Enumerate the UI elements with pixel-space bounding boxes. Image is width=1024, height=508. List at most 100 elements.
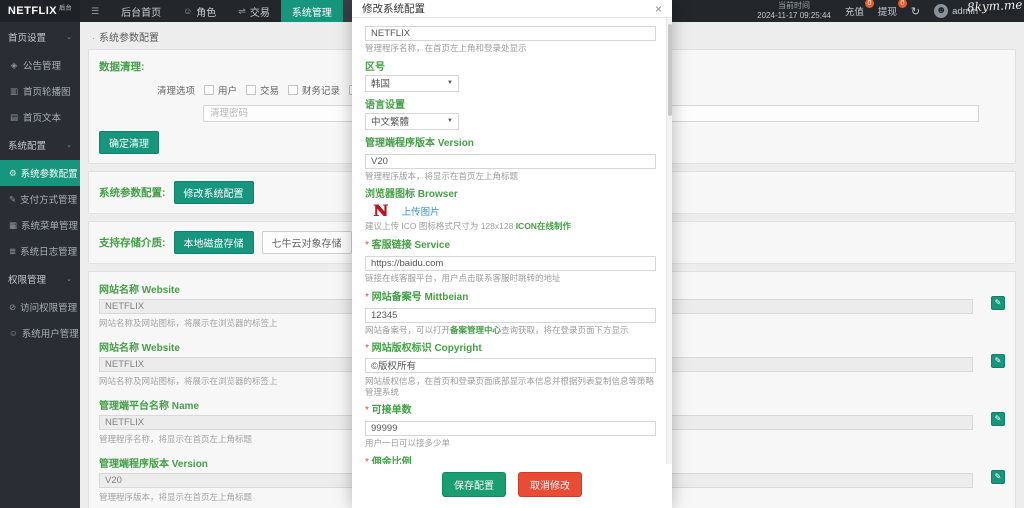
nav-item-roles[interactable]: ☺ 角色 [172,0,227,22]
item-label: 系统用户管理 [21,329,79,340]
edit-icon[interactable]: ✎ [991,412,1005,426]
confirm-cleanup-button[interactable]: 确定清理 [99,131,159,154]
sidebar-item-system-users[interactable]: ☺ 系统用户管理 [0,320,80,346]
breadcrumb: · 系统参数配置 [80,22,1024,49]
field-label: 管理端程序版本 Version [365,137,474,149]
user-menu[interactable]: ☻ admin [934,4,978,18]
beian-input[interactable] [365,307,656,323]
setting-help: 网站名称及网站图标，将展示在浏览器的标签上 [99,376,278,386]
selected-value: 韩国 [371,79,391,91]
checkbox-label: 交易 [260,86,280,97]
edit-icon[interactable]: ✎ [991,354,1005,368]
netflix-favicon-image: N [373,201,388,221]
checkbox-label: 财务记录 [302,86,341,97]
time-value: 2024-11-17 09:25:44 [757,11,831,20]
checkbox-icon[interactable] [246,85,257,95]
recharge-label: 充值 [844,7,864,18]
field-browser-icon: 浏览器图标 Browser N 上传图片 建议上传 ICO 图标格式尺寸为 12… [365,185,656,232]
chevron-down-icon: ⌄ [66,142,72,149]
modal-actions: 保存配置 取消修改 [352,464,672,508]
modal-scrollbar[interactable] [666,18,672,464]
help-text: 网站备案号，可以打开 [365,324,451,335]
setting-label: 网站名称 Website [99,343,180,354]
item-label: 首页文本 [23,113,62,124]
sidebar-item-home-carousel[interactable]: ▥ 首页轮播图 [0,78,80,104]
area-code-select[interactable]: 韩国 ▼ [365,74,459,92]
checkbox-finance-records[interactable]: 财务记录 [288,83,340,97]
checkbox-icon[interactable] [288,85,299,95]
time-display: 当前时间 2024-11-17 09:25:44 [757,1,831,21]
close-icon[interactable]: × [654,1,662,16]
sidebar-item-system-params[interactable]: ⚙ 系统参数配置 [0,160,80,186]
sidebar-item-access-permissions[interactable]: ⊘ 访问权限管理 [0,294,80,320]
edit-icon[interactable]: ✎ [991,470,1005,484]
modal-body: 管理程序名称，在首页左上角和登录处显示 区号 韩国 ▼ 语言设置 中文繁體 ▼ 管理… [352,18,672,464]
sidebar: 首页设置 ⌄ ◈ 公告管理 ▥ 首页轮播图 ▤ 首页文本 系统配置 ⌄ ⚙ 系统参数配置 ✎… [0,22,80,508]
user-icon: ☺ [9,328,18,338]
pencil-icon: ✎ [9,193,17,204]
sidebar-group-permissions[interactable]: 权限管理 ⌄ [0,264,80,294]
sidebar-item-home-text[interactable]: ▤ 首页文本 [0,104,80,130]
carousel-icon: ▥ [9,85,19,96]
avatar: ☻ [934,4,949,18]
version-input[interactable] [365,153,656,169]
item-label: 公告管理 [23,61,62,72]
recharge-badge: 0 [864,0,874,8]
sidebar-item-system-logs[interactable]: ≣ 系统日志管理 [0,238,80,264]
scrollbar-thumb[interactable] [668,24,672,116]
copyright-input[interactable] [365,357,656,373]
nav-item-transactions[interactable]: ⇌ 交易 [227,0,281,22]
save-button[interactable]: 保存配置 [442,472,506,497]
nav-label: 系统管理 [291,7,332,19]
checkbox-icon[interactable] [204,85,215,95]
checkbox-transactions[interactable]: 交易 [246,83,279,97]
field-label: 区号 [365,61,385,73]
app-logo: NETFLIX 后台 [0,0,80,22]
upload-image-link[interactable]: 上传图片 [401,207,440,219]
refresh-icon[interactable]: ↻ [910,5,921,18]
storage-option-local[interactable]: 本地磁盘存储 [173,231,254,254]
site-name-input[interactable] [365,26,656,41]
modify-config-button[interactable]: 修改系统配置 [173,181,254,204]
withdraw-button[interactable]: 提现 0 [878,0,907,18]
setting-label: 管理端平台名称 Name [99,401,200,412]
edit-icon[interactable]: ✎ [991,296,1005,310]
nav-item-system-management[interactable]: 系统管理 [280,0,343,22]
field-help: 管理程序版本，将显示在首页左上角标题 [365,170,519,181]
sidebar-group-home-settings[interactable]: 首页设置 ⌄ [0,22,80,52]
breadcrumb-dot-icon: · [92,33,95,43]
icon-maker-link[interactable]: ICON在线制作 [515,221,571,232]
text-icon: ▤ [9,111,19,122]
recharge-button[interactable]: 充值 0 [844,0,874,18]
language-select[interactable]: 中文繁體 ▼ [365,112,459,130]
cancel-button[interactable]: 取消修改 [518,472,582,497]
item-label: 系统日志管理 [20,247,78,258]
item-label: 系统参数配置 [20,169,78,180]
log-icon: ≣ [9,245,17,256]
nav-item-dashboard[interactable]: 后台首页 [110,0,172,22]
storage-option-qiniu[interactable]: 七牛云对象存储 [261,231,352,254]
field-help: 链接在线客服平台，用户点击联系客服时跳转的地址 [365,272,561,283]
group-label: 权限管理 [8,275,47,286]
field-orders: 可接单数 用户一日可以接多少单 [365,401,656,449]
orders-input[interactable] [365,421,656,437]
group-label: 系统配置 [8,141,47,152]
field-label: 语言设置 [365,99,405,111]
sidebar-item-payment-methods[interactable]: ✎ 支付方式管理 [0,186,80,212]
sidebar-toggle-button[interactable]: ☰ [80,0,110,22]
field-label: 客服链接 Service [365,236,656,251]
checkbox-user[interactable]: 用户 [204,83,237,97]
field-help: 建议上传 ICO 图标格式尺寸为 128x128 ICON在线制作 [365,221,656,232]
panel-title: 数据清理: [99,61,145,73]
options-label: 清理选项 [157,86,196,97]
time-label: 当前时间 [778,1,811,10]
navbar-right: 当前时间 2024-11-17 09:25:44 充值 0 提现 0 ↻ ☻ adm… [757,0,1024,22]
sidebar-group-system-config[interactable]: 系统配置 ⌄ [0,130,80,160]
field-service-link: 客服链接 Service 链接在线客服平台，用户点击联系客服时跳转的地址 [365,236,656,284]
sidebar-item-announcements[interactable]: ◈ 公告管理 [0,52,80,78]
service-link-input[interactable] [365,255,656,271]
sidebar-item-system-menu[interactable]: ▦ 系统菜单管理 [0,212,80,238]
item-label: 访问权限管理 [20,303,78,314]
beian-center-link[interactable]: 备案管理中心 [450,324,502,335]
item-label: 支付方式管理 [20,195,78,206]
